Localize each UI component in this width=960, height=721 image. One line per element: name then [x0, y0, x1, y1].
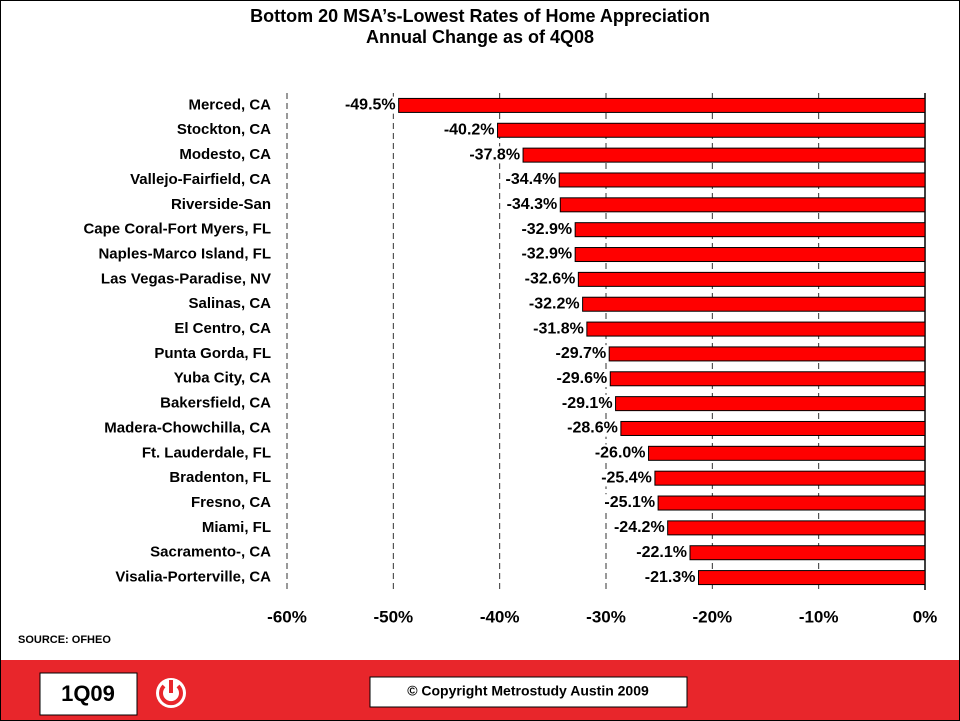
bar	[615, 396, 926, 412]
x-tick-label: -10%	[799, 607, 839, 626]
data-label: -29.1%	[562, 395, 613, 412]
data-label: -34.3%	[507, 196, 558, 213]
x-tick-label: -20%	[692, 607, 732, 626]
data-label: -31.8%	[533, 320, 584, 337]
data-label: -25.4%	[601, 469, 652, 486]
bar	[667, 520, 926, 536]
y-tick-label: Bradenton, FL	[169, 469, 271, 486]
x-tick-label: -60%	[267, 607, 307, 626]
y-tick-label: Sacramento-, CA	[150, 544, 271, 561]
y-tick-label: Madera-Chowchilla, CA	[104, 419, 271, 436]
data-label: -34.4%	[506, 171, 557, 188]
label-bg	[612, 519, 666, 537]
bar	[698, 570, 926, 586]
data-label: -29.6%	[557, 370, 608, 387]
bar	[620, 420, 926, 436]
bar	[558, 172, 926, 188]
y-tick-label: Las Vegas-Paradise, NV	[101, 270, 271, 287]
bar	[654, 470, 926, 486]
logo	[156, 678, 186, 708]
label-bg	[343, 96, 397, 114]
bar	[648, 445, 926, 461]
data-label: -49.5%	[345, 97, 396, 114]
data-label: -21.3%	[645, 569, 696, 586]
y-tick-label: Naples-Marco Island, FL	[98, 245, 271, 262]
label-bg	[593, 444, 647, 462]
data-label: -40.2%	[444, 121, 495, 138]
label-bg	[555, 369, 609, 388]
bar	[574, 222, 926, 238]
bar	[586, 321, 926, 337]
data-label: -32.2%	[529, 295, 580, 312]
y-tick-label: Yuba City, CA	[174, 370, 271, 387]
y-tick-label: Cape Coral-Fort Myers, FL	[83, 221, 271, 238]
data-label: -32.6%	[525, 271, 576, 288]
bar	[577, 271, 926, 287]
label-bg	[600, 469, 653, 487]
label-bg	[643, 568, 697, 586]
label-bg	[532, 320, 585, 338]
y-tick-label: Fresno, CA	[191, 494, 271, 511]
copyright: © Copyright Metrostudy Austin 2009	[407, 683, 649, 699]
bar	[608, 346, 926, 362]
label-bg	[442, 121, 496, 139]
chart-subtitle: Annual Change as of 4Q08	[366, 27, 594, 47]
y-tick-label: Ft. Lauderdale, FL	[142, 444, 271, 461]
label-bg	[527, 295, 581, 313]
y-tick-label: El Centro, CA	[174, 320, 271, 337]
bar	[398, 97, 926, 113]
label-bg	[520, 220, 574, 238]
badge: 1Q09	[61, 681, 115, 706]
data-label: -28.6%	[567, 420, 618, 437]
data-label: -32.9%	[521, 246, 572, 263]
data-label: -32.9%	[521, 221, 572, 238]
label-bg	[468, 146, 522, 164]
data-label: -25.1%	[604, 494, 655, 511]
data-label: -37.8%	[469, 146, 520, 163]
badge-box	[39, 672, 138, 716]
x-tick-label: -40%	[480, 607, 520, 626]
y-tick-label: Salinas, CA	[188, 295, 271, 312]
label-bg	[504, 171, 558, 189]
bar	[609, 371, 926, 387]
copyright-box	[369, 676, 688, 708]
x-tick-label: -30%	[586, 607, 626, 626]
source: SOURCE: OFHEO	[18, 634, 111, 646]
label-bg	[635, 543, 689, 561]
bar	[574, 247, 926, 263]
data-label: -26.0%	[595, 445, 646, 462]
bar	[559, 197, 926, 213]
label-bg	[566, 419, 619, 437]
data-label: -29.7%	[555, 345, 606, 362]
y-tick-label: Visalia-Porterville, CA	[115, 569, 271, 586]
label-bg	[505, 196, 559, 214]
bar	[522, 147, 926, 163]
x-tick-label: 0%	[913, 607, 938, 626]
label-bg	[560, 394, 614, 412]
y-tick-label: Riverside-San	[171, 196, 271, 213]
y-tick-label: Stockton, CA	[177, 121, 271, 138]
label-bg	[603, 494, 657, 512]
x-tick-label: -50%	[373, 607, 413, 626]
bar	[582, 296, 926, 312]
y-tick-label: Vallejo-Fairfield, CA	[130, 171, 271, 188]
y-tick-label: Miami, FL	[202, 519, 271, 536]
y-tick-label: Modesto, CA	[179, 146, 271, 163]
y-tick-label: Merced, CA	[188, 96, 271, 113]
label-bg	[554, 345, 608, 363]
chart-title: Bottom 20 MSA’s-Lowest Rates of Home App…	[250, 6, 710, 26]
y-tick-label: Punta Gorda, FL	[154, 345, 271, 362]
label-bg	[520, 245, 574, 263]
bar	[689, 545, 926, 561]
bar	[497, 122, 926, 138]
bar	[657, 495, 926, 511]
label-bg	[523, 270, 577, 288]
y-tick-label: Bakersfield, CA	[160, 395, 271, 412]
data-label: -24.2%	[614, 519, 665, 536]
data-label: -22.1%	[636, 544, 687, 561]
